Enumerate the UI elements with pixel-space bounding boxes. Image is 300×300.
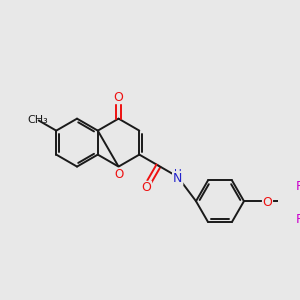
Text: O: O	[114, 91, 124, 103]
Text: O: O	[142, 182, 152, 194]
Text: H: H	[174, 169, 182, 179]
Text: F: F	[296, 180, 300, 193]
Text: CH₃: CH₃	[28, 115, 48, 125]
Text: F: F	[296, 213, 300, 226]
Text: N: N	[173, 172, 182, 185]
Text: O: O	[114, 168, 123, 181]
Text: O: O	[262, 196, 272, 209]
